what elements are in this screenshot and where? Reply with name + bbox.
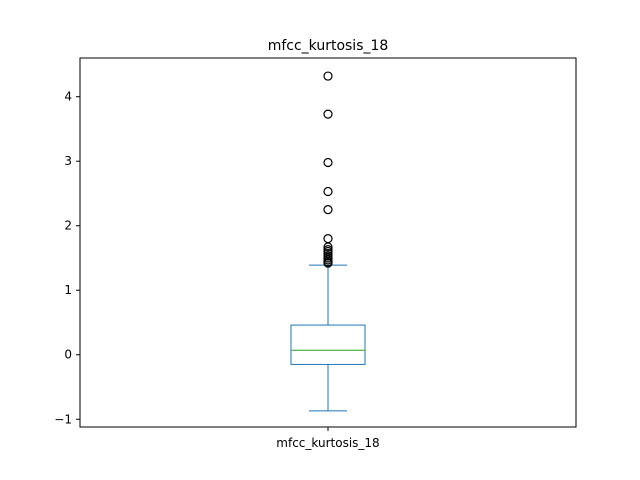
plot-area: −1 0 1 2 3 4 mfcc_kurtosis_18 [54, 71, 380, 450]
x-tick-label: mfcc_kurtosis_18 [276, 436, 379, 450]
y-tick-label: 1 [64, 283, 72, 297]
outlier-point [323, 186, 333, 197]
y-tick-label: 2 [64, 219, 72, 233]
iqr-box [290, 324, 366, 365]
outlier-point [323, 71, 333, 81]
y-tick-label: −1 [54, 412, 72, 426]
outlier-point [323, 109, 333, 119]
y-tick-label: 3 [64, 154, 72, 168]
y-tick-label: 4 [64, 90, 72, 104]
outlier-point [323, 258, 333, 268]
outlier-point [323, 242, 333, 252]
outlier-point [323, 157, 333, 168]
axes-frame [79, 57, 577, 428]
chart-title: mfcc_kurtosis_18 [268, 38, 389, 54]
y-tick-label: 0 [64, 348, 72, 362]
outlier-point [323, 204, 333, 215]
